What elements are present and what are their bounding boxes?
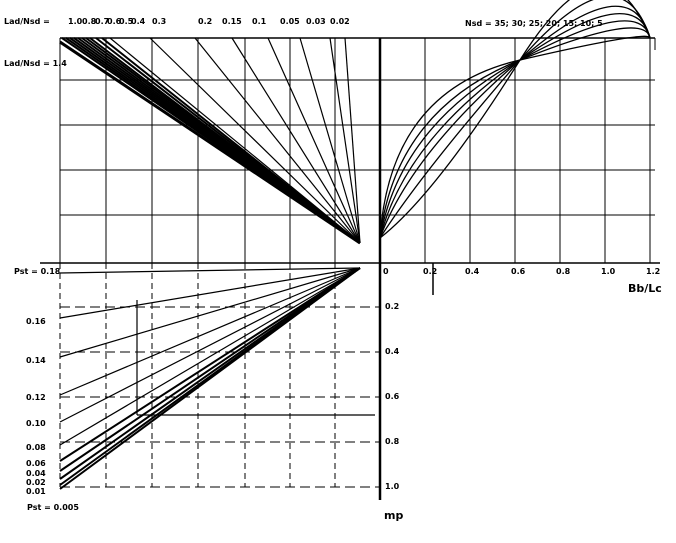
ratio-line [231,37,361,244]
pst-line [59,267,361,319]
pst-line [59,267,361,446]
nsd-curve [379,35,651,239]
nsd-curve [379,20,651,239]
vertical-axis-label: mp [384,509,404,522]
pst-tick: 0.12 [26,393,46,402]
ratio-tick: 0.5 [119,17,134,26]
pst-tick: 0.02 [26,478,46,487]
ratio-label: Lad/Nsd = [4,17,50,26]
ratio-line [194,37,361,244]
ratio-tick: 0.05 [280,17,300,26]
nsd-curve [379,27,651,239]
pst-line [59,267,361,274]
pst-bottom-label: Pst = 0.005 [27,503,79,512]
ratio-tick: 0.02 [330,17,350,26]
pst-line [59,267,361,423]
pst-tick: 0.04 [26,469,46,478]
ratio-tick: 0.2 [198,17,213,26]
ratio-tick: 0.15 [222,17,242,26]
ratio-tick: 0.7 [95,17,110,26]
pst-tick: 0.14 [26,356,46,365]
pst-line [59,267,361,358]
ratio-line [59,40,361,245]
ratio-label-lower: Lad/Nsd = 1.4 [4,59,67,68]
ratio-line [329,37,361,244]
ratio-line [344,37,361,244]
pst-line [59,267,361,490]
pst-tick: 0.16 [26,317,46,326]
nsd-label: Nsd = 35; 30; 25; 20; 15; 10; 5 [465,19,603,28]
ratio-tick: 0.6 [107,17,122,26]
pst-tick: 0.08 [26,443,46,452]
pst-tick: 0.01 [26,487,46,496]
ratio-tick: 0.4 [131,17,146,26]
horizontal-tick: 0.2 [423,267,438,276]
horizontal-tick: 1.2 [646,267,661,276]
ratio-line [267,37,361,244]
horizontal-axis-label: Bb/Lc [628,282,662,295]
horizontal-tick: 0.4 [465,267,480,276]
pst-line [59,267,361,472]
vertical-tick: 1.0 [385,482,400,491]
pst-line [59,267,361,396]
horizontal-tick: 0.8 [556,267,571,276]
ratio-tick: 0.03 [306,17,326,26]
ratio-tick: 0.3 [152,17,167,26]
ratio-line [149,37,361,244]
ratio-tick: 0.1 [252,17,267,26]
pst-line [59,267,361,462]
pst-tick: Pst = 0.18 [14,267,61,276]
horizontal-tick: 0 [383,267,389,276]
ratio-line [299,37,361,244]
ratio-tick: 0.8 [82,17,97,26]
nsd-curve [379,0,651,239]
pst-tick: 0.06 [26,459,46,468]
vertical-tick: 0.2 [385,302,400,311]
ratio-line [101,37,361,244]
horizontal-tick: 0.6 [511,267,526,276]
vertical-tick: 0.8 [385,437,400,446]
horizontal-tick: 1.0 [601,267,616,276]
vertical-tick: 0.6 [385,392,400,401]
ratio-tick: 1.0 [68,17,83,26]
ratio-line [109,37,361,244]
pst-tick: 0.10 [26,419,46,428]
vertical-tick: 0.4 [385,347,400,356]
